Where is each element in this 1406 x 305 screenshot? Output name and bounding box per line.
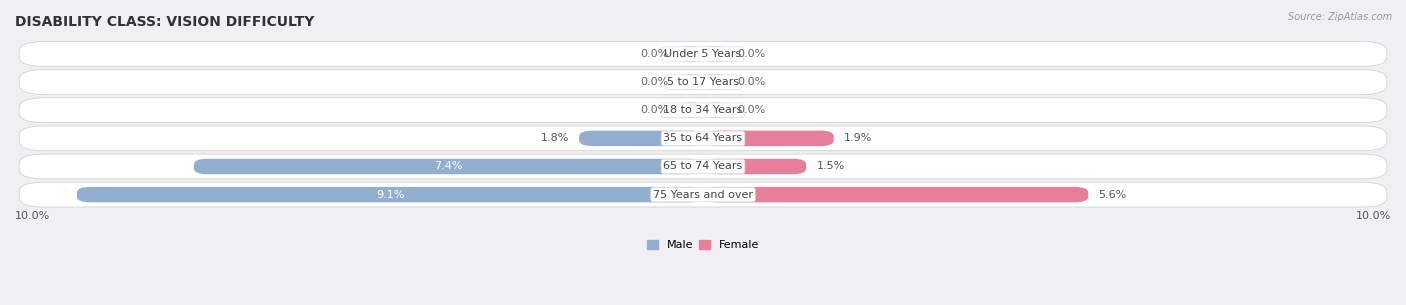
- FancyBboxPatch shape: [20, 70, 1386, 95]
- FancyBboxPatch shape: [20, 41, 1386, 66]
- Text: 5.6%: 5.6%: [1098, 190, 1126, 199]
- Text: Under 5 Years: Under 5 Years: [665, 49, 741, 59]
- FancyBboxPatch shape: [679, 74, 703, 90]
- FancyBboxPatch shape: [703, 187, 1088, 202]
- Text: Source: ZipAtlas.com: Source: ZipAtlas.com: [1288, 12, 1392, 22]
- FancyBboxPatch shape: [194, 159, 703, 174]
- Text: 1.8%: 1.8%: [540, 133, 569, 143]
- Text: 5 to 17 Years: 5 to 17 Years: [666, 77, 740, 87]
- Text: 7.4%: 7.4%: [434, 161, 463, 171]
- FancyBboxPatch shape: [579, 131, 703, 146]
- Text: 0.0%: 0.0%: [737, 77, 766, 87]
- Text: 0.0%: 0.0%: [640, 77, 669, 87]
- FancyBboxPatch shape: [679, 102, 703, 118]
- Text: 75 Years and over: 75 Years and over: [652, 190, 754, 199]
- FancyBboxPatch shape: [20, 98, 1386, 123]
- FancyBboxPatch shape: [703, 131, 834, 146]
- FancyBboxPatch shape: [703, 74, 727, 90]
- Text: 0.0%: 0.0%: [640, 105, 669, 115]
- FancyBboxPatch shape: [77, 187, 703, 202]
- Text: 10.0%: 10.0%: [15, 211, 51, 221]
- FancyBboxPatch shape: [20, 154, 1386, 179]
- FancyBboxPatch shape: [679, 46, 703, 62]
- Text: 0.0%: 0.0%: [640, 49, 669, 59]
- Text: 9.1%: 9.1%: [375, 190, 404, 199]
- Text: 1.9%: 1.9%: [844, 133, 872, 143]
- Text: 10.0%: 10.0%: [1355, 211, 1391, 221]
- FancyBboxPatch shape: [703, 46, 727, 62]
- Text: 65 to 74 Years: 65 to 74 Years: [664, 161, 742, 171]
- Text: 1.5%: 1.5%: [817, 161, 845, 171]
- Text: 18 to 34 Years: 18 to 34 Years: [664, 105, 742, 115]
- FancyBboxPatch shape: [703, 159, 806, 174]
- Legend: Male, Female: Male, Female: [643, 236, 763, 255]
- FancyBboxPatch shape: [20, 126, 1386, 151]
- Text: DISABILITY CLASS: VISION DIFFICULTY: DISABILITY CLASS: VISION DIFFICULTY: [15, 15, 315, 29]
- Text: 0.0%: 0.0%: [737, 105, 766, 115]
- Text: 0.0%: 0.0%: [737, 49, 766, 59]
- FancyBboxPatch shape: [703, 102, 727, 118]
- Text: 35 to 64 Years: 35 to 64 Years: [664, 133, 742, 143]
- FancyBboxPatch shape: [20, 182, 1386, 207]
